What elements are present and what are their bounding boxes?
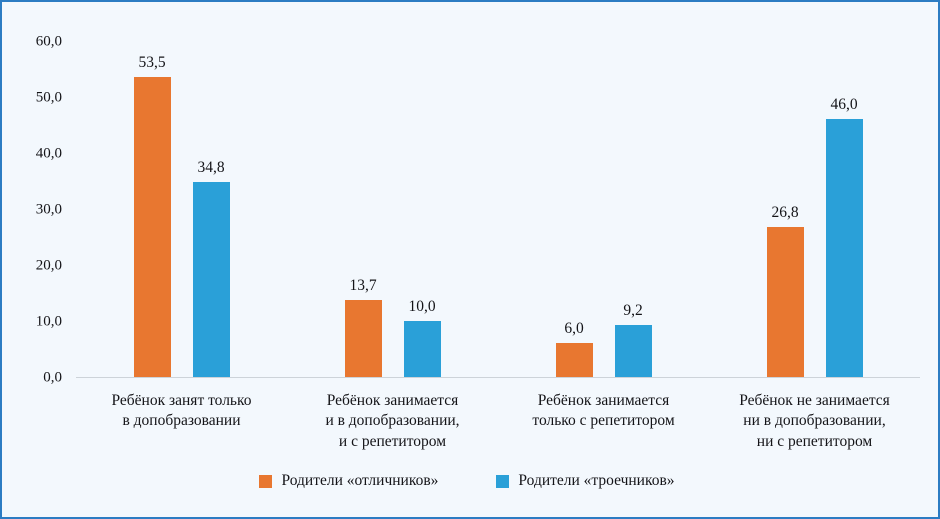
bar-series-orange <box>133 77 171 377</box>
category-label: Ребёнок занимается только с репетитором <box>532 392 675 430</box>
category-label: Ребёнок не занимается ни в допобразовани… <box>739 392 890 450</box>
bar-wrapper: 46,0 <box>825 96 863 377</box>
y-tick-label: 50,0 <box>35 89 62 106</box>
bar-value-label: 46,0 <box>830 96 858 114</box>
y-tick-label: 60,0 <box>35 33 62 50</box>
y-tick-label: 40,0 <box>35 145 62 162</box>
plot-area: 53,5 34,8 13,7 10,0 6,0 9,2 26,8 46,0 <box>76 42 920 378</box>
bar-group: 53,5 34,8 <box>76 54 287 377</box>
bar-value-label: 10,0 <box>408 298 436 315</box>
legend-item: Родители «отличников» <box>259 472 438 490</box>
bar-wrapper: 10,0 <box>403 298 441 377</box>
bar-series-orange <box>555 343 593 377</box>
bar-group: 26,8 46,0 <box>709 96 920 377</box>
bar-value-label: 26,8 <box>771 203 799 221</box>
bar-group: 13,7 10,0 <box>287 277 498 377</box>
bar-value-label: 13,7 <box>349 277 377 295</box>
bar-wrapper: 34,8 <box>192 159 230 377</box>
plot-row: 60,0 50,0 40,0 30,0 20,0 10,0 0,0 53,5 34,8 13,7… <box>14 34 920 386</box>
bar-value-label: 34,8 <box>197 159 225 177</box>
legend-swatch <box>496 474 510 488</box>
bar-wrapper: 53,5 <box>133 54 171 377</box>
bar-series-orange <box>766 226 804 377</box>
y-tick-label: 30,0 <box>35 201 62 218</box>
bar-series-blue <box>192 182 230 377</box>
bar-wrapper: 26,8 <box>766 203 804 377</box>
bar-series-blue <box>614 325 652 377</box>
y-axis: 60,0 50,0 40,0 30,0 20,0 10,0 0,0 <box>14 34 76 386</box>
category-label: Ребёнок занят только в допобразовании <box>111 392 252 430</box>
bar-group: 6,0 9,2 <box>498 302 709 377</box>
legend-item: Родители «троечников» <box>496 472 675 490</box>
y-tick-label: 0,0 <box>43 369 62 386</box>
x-axis-labels: Ребёнок занят только в допобразовании Реб… <box>76 391 920 452</box>
category-label: Ребёнок занимается и в допобразовании, и… <box>325 392 460 450</box>
bar-wrapper: 6,0 <box>555 320 593 377</box>
bar-wrapper: 9,2 <box>614 302 652 377</box>
legend-label: Родители «отличников» <box>281 472 439 490</box>
bar-series-orange <box>344 300 382 377</box>
legend: Родители «отличников» Родители «троечнико… <box>14 472 920 490</box>
y-tick-label: 20,0 <box>35 257 62 274</box>
bar-value-label: 6,0 <box>564 320 584 338</box>
y-tick-label: 10,0 <box>35 313 62 330</box>
legend-label: Родители «троечников» <box>518 472 675 490</box>
legend-swatch <box>259 474 273 488</box>
bar-series-blue <box>403 321 441 377</box>
bar-series-blue <box>825 119 863 377</box>
bar-wrapper: 13,7 <box>344 277 382 377</box>
bar-value-label: 53,5 <box>138 54 166 72</box>
bar-value-label: 9,2 <box>623 302 643 320</box>
